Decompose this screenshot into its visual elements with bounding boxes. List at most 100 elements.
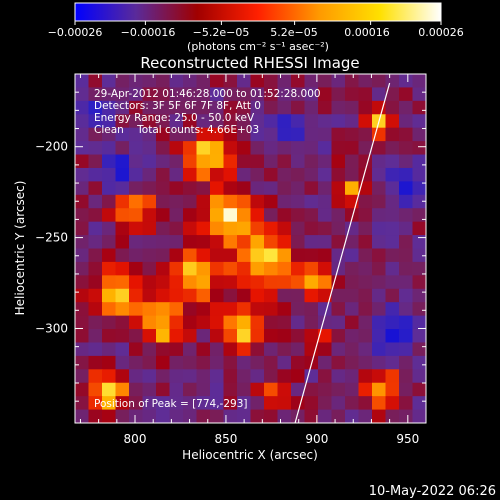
heatmap-cell [142, 396, 157, 411]
heatmap-cell [358, 248, 373, 263]
heatmap-cell [318, 221, 333, 236]
heatmap-cell [291, 221, 306, 236]
heatmap-cell [372, 141, 387, 156]
heatmap-cell [264, 114, 279, 129]
heatmap-cell [358, 194, 373, 209]
heatmap-cell [142, 248, 157, 263]
heatmap-cell [304, 315, 319, 330]
heatmap-cell [277, 315, 292, 330]
heatmap-cell [75, 181, 90, 196]
heatmap-cell [345, 141, 360, 156]
heatmap-cell [304, 154, 319, 169]
heatmap-cell [196, 409, 211, 423]
heatmap-cell [291, 114, 306, 129]
heatmap-cell [385, 302, 400, 317]
heatmap-cell [237, 194, 252, 209]
heatmap-cell [412, 315, 426, 330]
heatmap-cell [129, 141, 144, 156]
heatmap-cell [318, 288, 333, 303]
heatmap-cell [264, 261, 279, 276]
heatmap-cell [142, 208, 157, 223]
heatmap-cell [115, 369, 130, 384]
heatmap-cell [156, 355, 171, 370]
heatmap-cell [331, 167, 346, 182]
heatmap-cell [345, 167, 360, 182]
heatmap-cell [345, 154, 360, 169]
heatmap-cell [291, 288, 306, 303]
heatmap-cell [223, 208, 238, 223]
heatmap-cell [331, 302, 346, 317]
heatmap-cell [237, 127, 252, 142]
heatmap-cell [237, 275, 252, 290]
heatmap-cell [304, 141, 319, 156]
heatmap-cell [183, 382, 198, 397]
heatmap-cell [88, 355, 103, 370]
x-axis: 800 850 900 950 [79, 74, 427, 446]
heatmap-cell [399, 302, 414, 317]
heatmap-cell [358, 74, 373, 89]
heatmap-cell [75, 194, 90, 209]
heatmap-cell [88, 127, 103, 142]
heatmap-cell [183, 315, 198, 330]
heatmap-cell [237, 261, 252, 276]
heatmap-cell [237, 248, 252, 263]
heatmap-cell [142, 221, 157, 236]
heatmap-cell [412, 127, 426, 142]
heatmap-cell [385, 154, 400, 169]
heatmap-cell [277, 261, 292, 276]
heatmap-cell [88, 74, 103, 89]
heatmap-cell [358, 315, 373, 330]
heatmap-cell [142, 87, 157, 102]
heatmap-cell [75, 167, 90, 182]
heatmap-cell [277, 409, 292, 423]
heatmap-cell [169, 167, 184, 182]
annotation-detectors: Detectors: 3F 5F 6F 7F 8F, Att 0 [94, 100, 261, 112]
heatmap-cell [250, 114, 265, 129]
heatmap-cell [156, 100, 171, 115]
heatmap-cell [223, 342, 238, 357]
heatmap-cell [250, 288, 265, 303]
heatmap-cell [412, 208, 426, 223]
heatmap-cell [75, 355, 90, 370]
heatmap-cell [250, 154, 265, 169]
heatmap-cell [264, 221, 279, 236]
heatmap-cell [399, 74, 414, 89]
heatmap-cell [196, 208, 211, 223]
heatmap-cell [399, 167, 414, 182]
heatmap-cell [277, 167, 292, 182]
heatmap-cell [169, 315, 184, 330]
heatmap-cell [156, 369, 171, 384]
heatmap-cell [399, 235, 414, 250]
heatmap-cell [169, 74, 184, 89]
heatmap-cell [129, 221, 144, 236]
heatmap-cell [75, 275, 90, 290]
heatmap-cell [75, 342, 90, 357]
heatmap-cell [196, 100, 211, 115]
heatmap-cell [75, 396, 90, 411]
heatmap-cell [210, 342, 225, 357]
heatmap-cell [210, 288, 225, 303]
heatmap-cell [102, 275, 117, 290]
heatmap-cell [412, 261, 426, 276]
heatmap-cell [115, 141, 130, 156]
heatmap-cell [156, 181, 171, 196]
heatmap-cell [183, 100, 198, 115]
heatmap-cell [277, 369, 292, 384]
heatmap-cell [291, 208, 306, 223]
heatmap-cell [210, 355, 225, 370]
heatmap-cell [142, 275, 157, 290]
heatmap-cell [372, 275, 387, 290]
heatmap-cell [412, 342, 426, 357]
heatmap-cell [129, 74, 144, 89]
heatmap-cell [318, 167, 333, 182]
colorbar-tick-label: −0.00026 [48, 26, 103, 39]
heatmap-cell [264, 342, 279, 357]
heatmap-cell [169, 221, 184, 236]
heatmap-cell [318, 342, 333, 357]
heatmap-cell [385, 87, 400, 102]
heatmap-cell [183, 167, 198, 182]
heatmap-cell [318, 141, 333, 156]
heatmap-cell [237, 355, 252, 370]
heatmap-cell [304, 167, 319, 182]
heatmap-cell [304, 221, 319, 236]
